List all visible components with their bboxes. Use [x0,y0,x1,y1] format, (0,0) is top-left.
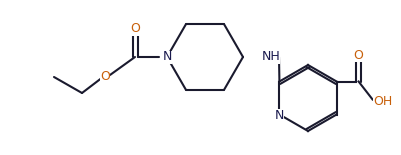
Text: OH: OH [373,95,392,108]
Text: NH: NH [261,51,280,64]
Text: N: N [162,51,172,64]
Text: O: O [100,71,110,84]
Text: N: N [275,109,284,122]
Text: O: O [130,22,140,35]
Text: O: O [354,49,364,62]
